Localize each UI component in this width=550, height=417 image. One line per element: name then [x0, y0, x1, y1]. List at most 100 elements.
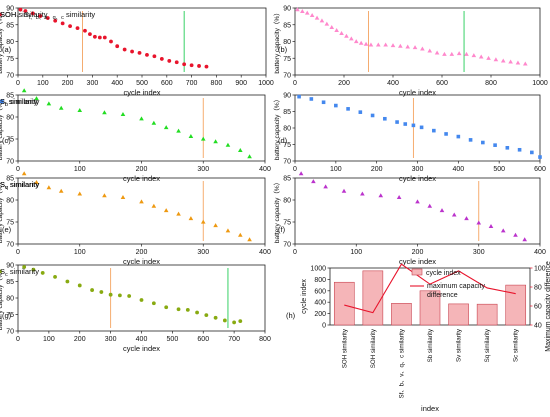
- data-point: [405, 44, 410, 49]
- x-axis-label: cycle index: [399, 174, 436, 183]
- data-point: [339, 31, 344, 36]
- y-tick-label: 200: [314, 311, 326, 318]
- data-point: [65, 279, 70, 284]
- data-point: [349, 36, 354, 41]
- data-point: [363, 41, 369, 46]
- legend-label: cycle index: [426, 270, 461, 277]
- data-point: [456, 51, 462, 56]
- data-point: [314, 15, 320, 20]
- y-axis-label: battery capacity（%）: [273, 179, 281, 243]
- bar: [419, 290, 441, 326]
- x-tick-label: 800: [485, 80, 497, 87]
- x-tick-label: 600: [534, 166, 546, 173]
- data-point: [456, 134, 461, 139]
- data-point: [383, 42, 388, 47]
- data-point: [376, 42, 381, 47]
- legend-label: SOH similarity: [0, 10, 48, 19]
- data-point: [139, 116, 144, 121]
- legend-label: maximum capacity: [427, 283, 485, 290]
- data-point: [523, 61, 528, 66]
- data-point: [108, 292, 113, 297]
- data-point: [189, 63, 194, 68]
- data-point: [403, 122, 408, 126]
- x-tick-label: SOH similarity: [341, 328, 348, 368]
- data-point: [200, 219, 206, 224]
- x-tick-label: 400: [259, 166, 271, 173]
- x-tick-label: 800: [259, 336, 271, 343]
- data-point: [238, 232, 243, 237]
- data-point: [378, 193, 384, 198]
- data-point: [238, 148, 243, 153]
- data-point: [398, 43, 403, 48]
- data-point: [122, 47, 127, 52]
- x-tick-label: 0: [16, 80, 20, 87]
- data-point: [411, 123, 416, 128]
- data-point: [22, 265, 27, 269]
- data-point: [432, 128, 436, 133]
- data-point: [419, 125, 424, 130]
- data-point: [21, 171, 27, 176]
- x-tick-label: 500: [493, 166, 505, 173]
- data-point: [152, 54, 157, 59]
- x-tick-label: 0: [16, 166, 20, 173]
- y-axis-label: cycle index: [301, 279, 308, 314]
- x-tick-label: 1000: [532, 80, 548, 87]
- legend-swatch-bars: [411, 268, 423, 276]
- data-point: [34, 96, 39, 101]
- data-point: [304, 10, 310, 15]
- panel-label: (a): [2, 45, 12, 54]
- data-point: [34, 180, 39, 184]
- x-tick-label: 300: [412, 166, 424, 173]
- data-point: [508, 59, 513, 64]
- x-tick-label: 200: [136, 166, 148, 173]
- y-tick-label: 85: [283, 176, 291, 183]
- legend-label: SOH、Sf、b、v、q、c similarity: [0, 10, 95, 21]
- y-tick-label: 70: [6, 329, 14, 336]
- x-tick-label: 800: [211, 80, 223, 87]
- x-tick-label: 0: [16, 336, 20, 343]
- data-point: [137, 50, 142, 55]
- data-point: [164, 305, 169, 310]
- legend-label: difference: [427, 292, 458, 299]
- data-point: [247, 237, 252, 242]
- data-point: [195, 310, 199, 315]
- data-point: [53, 274, 57, 279]
- data-point: [513, 232, 518, 237]
- data-point: [130, 49, 134, 54]
- x-tick-label: 0: [293, 80, 297, 87]
- y-tick-label: 800: [314, 277, 326, 284]
- chart-panel-5: 0 100 200 300 400 70 75 80 85 cycle index battery …: [0, 171, 271, 266]
- y2-tick-label: 100: [534, 266, 546, 273]
- x-tick-label: 0: [293, 249, 297, 256]
- y-tick-label: 1000: [310, 266, 326, 273]
- plot-frame: [17, 177, 266, 245]
- data-point: [185, 307, 190, 312]
- data-point: [159, 57, 164, 61]
- data-point: [360, 191, 365, 196]
- x-tick-label: 300: [197, 249, 209, 256]
- data-point: [395, 120, 399, 124]
- data-point: [46, 185, 52, 190]
- data-point: [500, 228, 506, 233]
- legend-marker: [0, 99, 4, 104]
- data-point: [151, 203, 157, 208]
- data-point: [420, 46, 425, 51]
- x-tick-label: 300: [197, 166, 209, 173]
- chart-panel-7: 0 100 200 300 400 500 600 700 800 70 75 80 85 90 cycle…: [0, 263, 271, 353]
- data-point: [449, 51, 455, 56]
- data-point: [120, 111, 126, 116]
- data-point: [18, 7, 23, 12]
- x-tick-label: 700: [186, 80, 198, 87]
- data-point: [53, 18, 58, 23]
- x-tick-label: Sb similarity: [427, 328, 434, 362]
- y-tick-label: 90: [283, 6, 291, 13]
- data-point: [213, 315, 218, 320]
- legend-label: Sv similarity: [0, 180, 39, 191]
- data-point: [45, 16, 50, 20]
- x-tick-label: 700: [228, 336, 240, 343]
- data-point: [92, 34, 97, 39]
- chart-panel-4: 0 100 200 300 400 500 600 70 75 80 85 90 cycle index…: [0, 93, 546, 183]
- data-point: [353, 39, 359, 44]
